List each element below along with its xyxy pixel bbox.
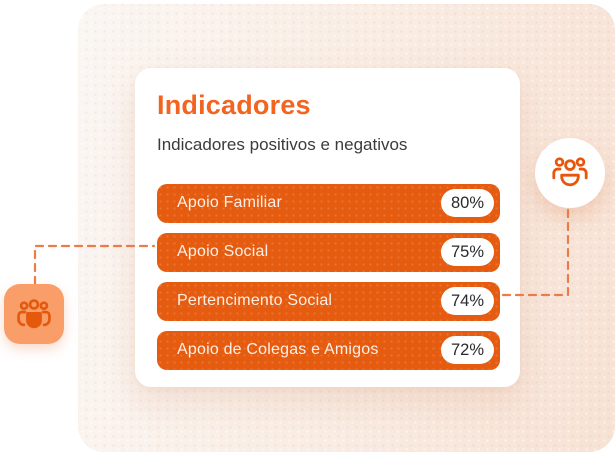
indicators-list: Apoio Familiar 80% Apoio Social 75% Pert… [157,183,500,370]
indicator-bar-apoio-social: Apoio Social 75% [157,232,500,272]
indicator-bar-apoio-familiar: Apoio Familiar 80% [157,183,500,223]
card-subtitle: Indicadores positivos e negativos [157,135,408,154]
indicator-bar-pertencimento-social: Pertencimento Social 74% [157,281,500,321]
indicator-label: Pertencimento Social [177,292,333,310]
indicator-value-badge: 72% [440,336,494,365]
indicator-value-badge: 80% [440,189,494,218]
indicator-value-badge: 75% [440,238,494,267]
people-group-outline-icon [552,157,588,187]
people-group-icon [17,299,51,329]
card-title: Indicadores [157,90,311,120]
indicator-label: Apoio Social [177,243,269,261]
right-icon-badge [535,138,605,208]
indicator-value-badge: 74% [440,287,494,316]
indicators-card: Indicadores Indicadores positivos e nega… [135,68,520,387]
indicator-label: Apoio Familiar [177,194,283,212]
indicator-label: Apoio de Colegas e Amigos [177,341,379,359]
left-icon-badge [4,284,64,344]
indicator-bar-apoio-colegas-amigos: Apoio de Colegas e Amigos 72% [157,330,500,370]
